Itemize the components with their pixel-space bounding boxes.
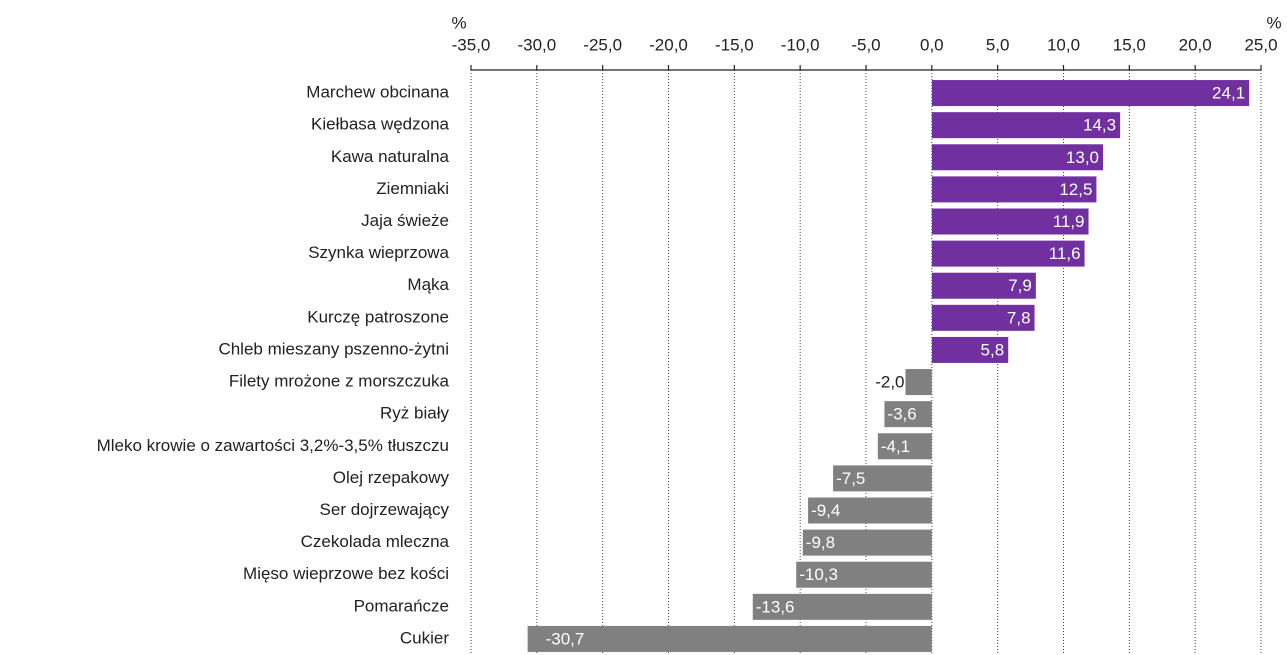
value-label: 11,9 xyxy=(1053,212,1085,231)
x-tick-label: -10,0 xyxy=(781,35,820,54)
bar xyxy=(905,369,932,396)
bar xyxy=(931,304,1035,331)
category-label: Mleko krowie o zawartości 3,2%-3,5% tłus… xyxy=(97,436,449,455)
x-tick-label: 25,0 xyxy=(1244,35,1277,54)
category-label: Cukier xyxy=(400,628,449,647)
category-label: Jaja świeże xyxy=(361,211,449,230)
value-label: 12,5 xyxy=(1059,180,1092,199)
bar xyxy=(527,625,932,652)
x-tick-label: 20,0 xyxy=(1179,35,1212,54)
x-tick-label: -30,0 xyxy=(517,35,556,54)
value-label: -9,8 xyxy=(806,533,835,552)
bar xyxy=(931,112,1121,139)
axis-unit: % xyxy=(1266,13,1281,32)
bar xyxy=(931,208,1089,235)
category-label: Mięso wieprzowe bez kości xyxy=(243,564,449,583)
value-label: 7,8 xyxy=(1007,308,1031,327)
x-tick-label: -20,0 xyxy=(649,35,688,54)
bar xyxy=(931,80,1250,107)
category-label: Kawa naturalna xyxy=(331,147,450,166)
bar xyxy=(931,240,1085,267)
value-label: 5,8 xyxy=(981,340,1005,359)
bar xyxy=(752,593,932,620)
bar xyxy=(833,465,932,492)
category-label: Czekolada mleczna xyxy=(301,532,450,551)
value-label: -30,7 xyxy=(546,629,585,648)
value-label: 14,3 xyxy=(1083,116,1116,135)
value-label: -13,6 xyxy=(756,597,795,616)
value-label: 24,1 xyxy=(1212,84,1245,103)
category-label: Marchew obcinana xyxy=(306,83,449,102)
x-tick-label: -35,0 xyxy=(452,35,491,54)
value-label: 13,0 xyxy=(1066,148,1099,167)
category-label: Ser dojrzewający xyxy=(320,500,450,519)
bar xyxy=(931,176,1097,203)
category-label: Mąka xyxy=(407,275,449,294)
bar xyxy=(877,433,932,460)
bar xyxy=(796,561,932,588)
value-label: -4,1 xyxy=(881,437,910,456)
x-tick-label: 5,0 xyxy=(986,35,1010,54)
category-label: Kiełbasa wędzona xyxy=(311,115,450,134)
bar xyxy=(931,144,1103,171)
value-label: -3,6 xyxy=(887,405,916,424)
category-label: Filety mrożone z morszczuka xyxy=(229,372,450,391)
bar xyxy=(808,497,932,524)
category-label: Pomarańcze xyxy=(354,596,449,615)
bar xyxy=(802,529,932,556)
category-label: Ryż biały xyxy=(380,404,449,423)
value-label: 7,9 xyxy=(1008,276,1032,295)
x-tick-label: 10,0 xyxy=(1047,35,1080,54)
category-label: Kurczę patroszone xyxy=(307,307,449,326)
value-label: 11,6 xyxy=(1049,244,1081,263)
category-label: Olej rzepakowy xyxy=(333,468,450,487)
axis-unit: % xyxy=(451,13,466,32)
x-tick-label: 15,0 xyxy=(1113,35,1146,54)
x-tick-label: 0,0 xyxy=(920,35,944,54)
x-tick-label: -15,0 xyxy=(715,35,754,54)
x-tick-label: -5,0 xyxy=(851,35,880,54)
value-label: -2,0 xyxy=(875,373,904,392)
category-label: Chleb mieszany pszenno-żytni xyxy=(218,339,449,358)
value-label: -7,5 xyxy=(836,469,865,488)
value-label: -10,3 xyxy=(799,565,838,584)
bar xyxy=(931,272,1036,299)
bar xyxy=(931,336,1009,363)
x-tick-label: -25,0 xyxy=(583,35,622,54)
bar xyxy=(884,401,932,428)
value-label: -9,4 xyxy=(811,501,840,520)
category-label: Ziemniaki xyxy=(376,179,449,198)
category-label: Szynka wieprzowa xyxy=(308,243,449,262)
